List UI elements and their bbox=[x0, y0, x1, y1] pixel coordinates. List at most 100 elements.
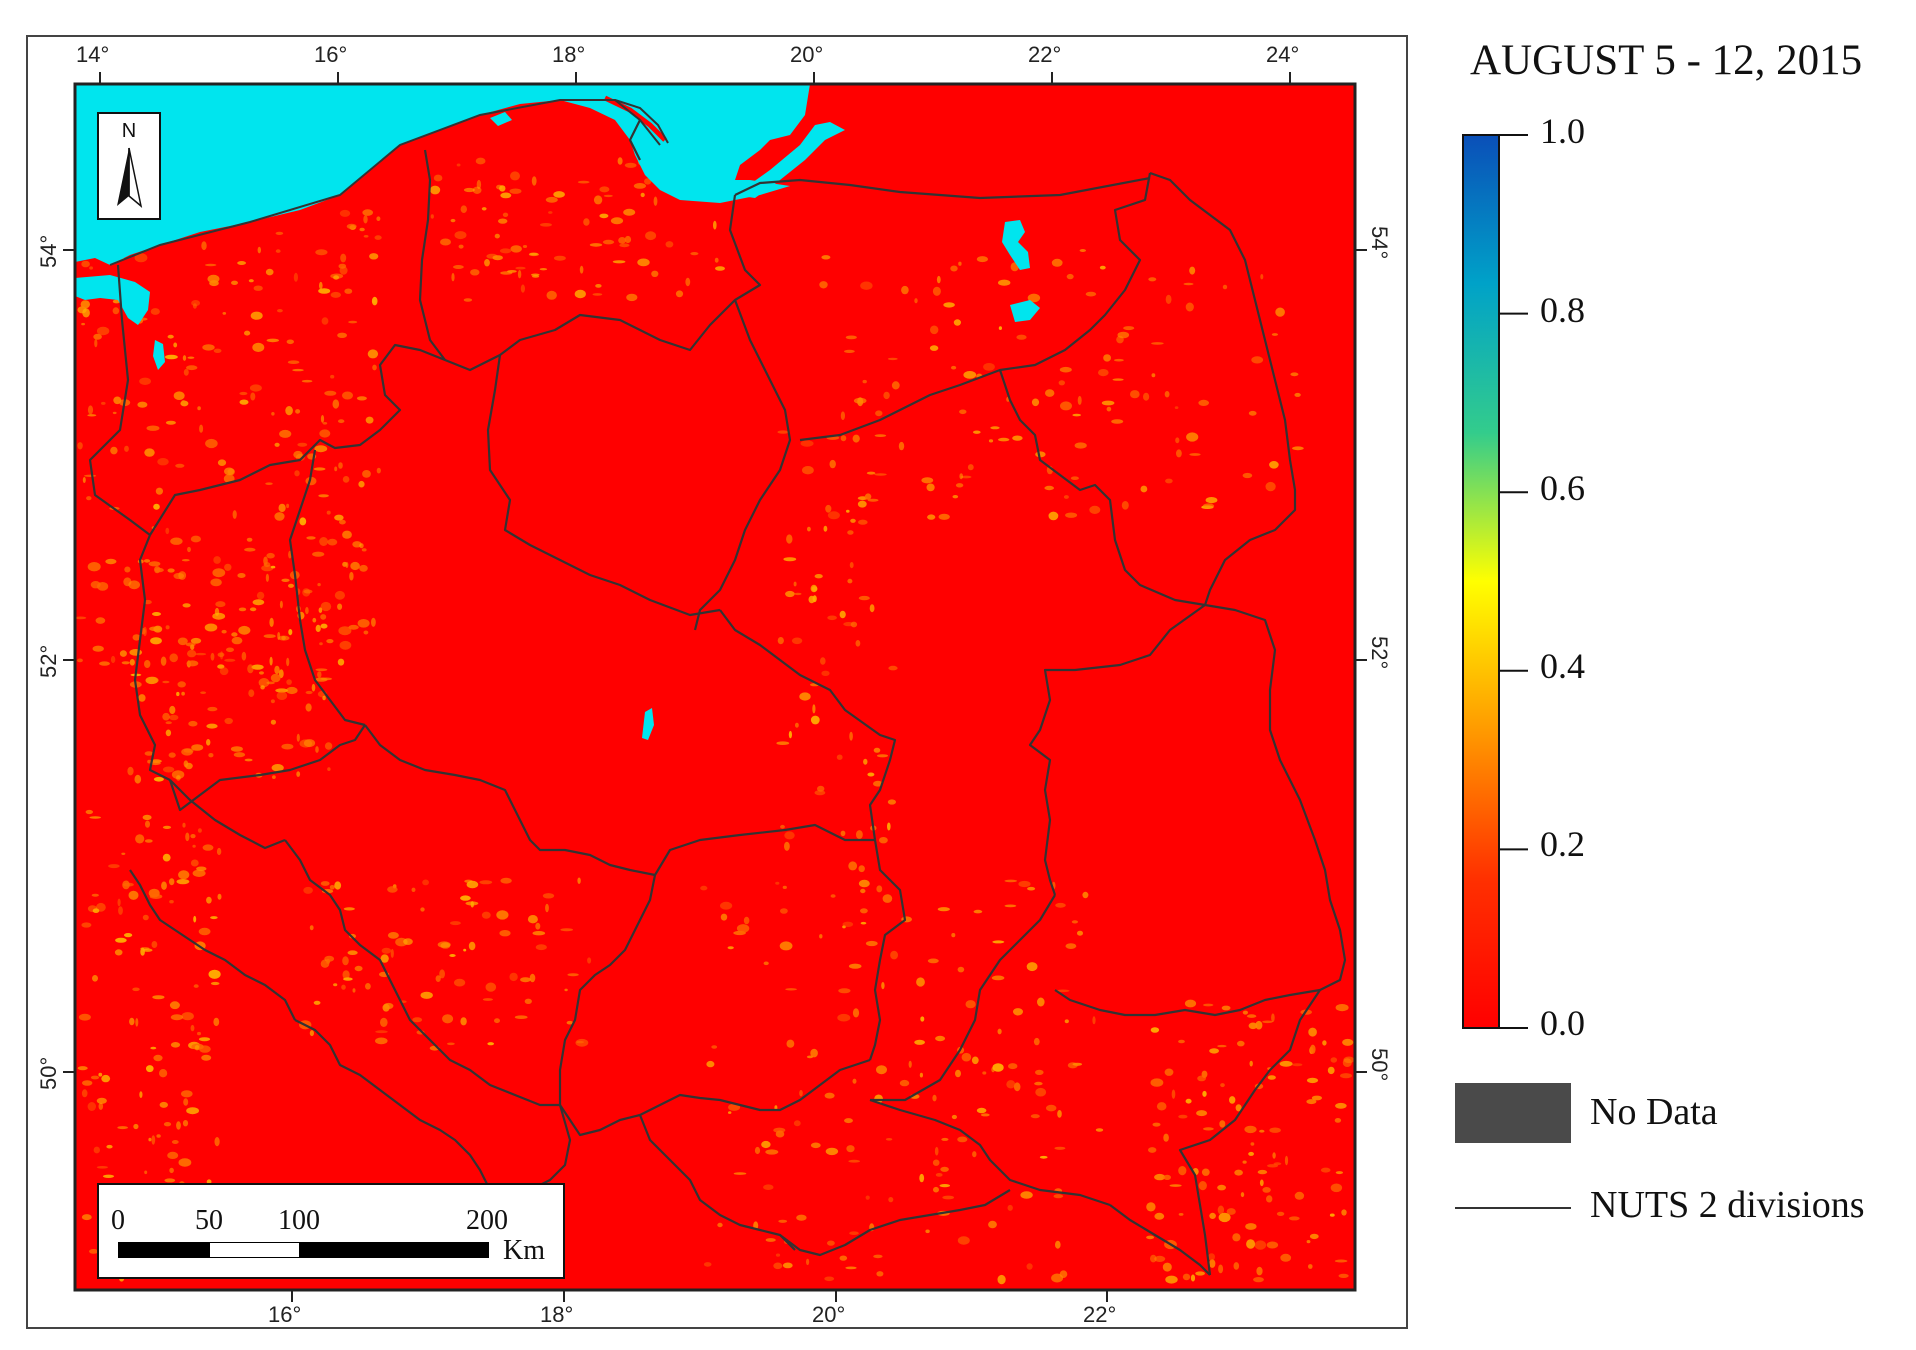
vegetation-patch bbox=[1253, 1277, 1264, 1283]
vegetation-patch bbox=[164, 1178, 176, 1183]
vegetation-patch bbox=[1077, 930, 1083, 936]
vegetation-patch bbox=[144, 448, 155, 457]
vegetation-patch bbox=[177, 637, 188, 646]
vegetation-patch bbox=[1220, 1083, 1225, 1088]
colorbar-label: 0.0 bbox=[1540, 1003, 1585, 1043]
vegetation-patch bbox=[812, 704, 816, 714]
vegetation-patch bbox=[132, 634, 141, 641]
vegetation-patch bbox=[869, 604, 875, 613]
vegetation-patch bbox=[890, 950, 898, 960]
vegetation-patch bbox=[108, 864, 120, 869]
vegetation-patch bbox=[216, 847, 222, 856]
vegetation-patch bbox=[951, 933, 956, 938]
vegetation-patch bbox=[472, 186, 482, 194]
vegetation-patch bbox=[1171, 1089, 1176, 1099]
vegetation-patch bbox=[1342, 1038, 1354, 1046]
vegetation-patch bbox=[163, 1122, 172, 1127]
vegetation-patch bbox=[146, 1065, 154, 1073]
vegetation-patch bbox=[456, 163, 461, 167]
vegetation-patch bbox=[1095, 1128, 1104, 1132]
vegetation-patch bbox=[858, 519, 868, 525]
vegetation-patch bbox=[187, 356, 195, 359]
vegetation-patch bbox=[1059, 366, 1072, 373]
vegetation-patch bbox=[1248, 1022, 1258, 1030]
vegetation-patch bbox=[299, 739, 313, 748]
vegetation-patch bbox=[151, 1135, 156, 1145]
vegetation-patch bbox=[1106, 406, 1112, 412]
vegetation-patch bbox=[612, 260, 626, 264]
vegetation-patch bbox=[887, 357, 898, 361]
vegetation-patch bbox=[926, 483, 935, 492]
vegetation-patch bbox=[412, 1017, 423, 1023]
vegetation-patch bbox=[420, 907, 425, 912]
vegetation-patch bbox=[82, 308, 90, 318]
map-area bbox=[75, 84, 1355, 1290]
vegetation-patch bbox=[618, 237, 626, 244]
vegetation-patch bbox=[957, 1236, 970, 1245]
vegetation-patch bbox=[200, 691, 207, 694]
vegetation-patch bbox=[204, 623, 218, 632]
vegetation-patch bbox=[921, 477, 934, 484]
vegetation-patch bbox=[1130, 390, 1140, 399]
vegetation-patch bbox=[1018, 880, 1031, 888]
vegetation-patch bbox=[129, 649, 142, 656]
map-title: AUGUST 5 - 12, 2015 bbox=[1470, 37, 1863, 84]
lake-central bbox=[642, 708, 654, 740]
vegetation-patch bbox=[224, 467, 235, 476]
vegetation-patch bbox=[134, 774, 142, 784]
vegetation-patch bbox=[860, 281, 873, 290]
vegetation-patch bbox=[197, 406, 201, 411]
vegetation-patch bbox=[87, 414, 97, 417]
vegetation-patch bbox=[1203, 1127, 1214, 1131]
vegetation-patch bbox=[206, 723, 218, 729]
vegetation-patch bbox=[644, 178, 652, 185]
top-lon-label: 20° bbox=[790, 42, 823, 67]
vegetation-patch bbox=[270, 565, 276, 569]
vegetation-patch bbox=[1272, 1152, 1276, 1159]
vegetation-patch bbox=[250, 311, 263, 320]
vegetation-patch bbox=[91, 893, 99, 897]
vegetation-patch bbox=[761, 1140, 771, 1149]
vegetation-patch bbox=[275, 249, 281, 253]
vegetation-patch bbox=[1279, 1060, 1293, 1067]
vegetation-patch bbox=[825, 1147, 839, 1156]
vegetation-patch bbox=[494, 233, 500, 239]
vegetation-patch bbox=[653, 196, 658, 206]
vegetation-patch bbox=[252, 342, 265, 352]
vegetation-patch bbox=[449, 954, 456, 957]
vegetation-patch bbox=[640, 192, 645, 198]
vegetation-patch bbox=[90, 1075, 100, 1080]
vegetation-patch bbox=[102, 1174, 115, 1179]
vegetation-patch bbox=[876, 1271, 884, 1277]
scale-tick-label: 100 bbox=[278, 1205, 320, 1236]
vegetation-patch bbox=[239, 391, 248, 396]
vegetation-patch bbox=[1306, 1077, 1319, 1084]
vegetation-patch bbox=[938, 513, 950, 520]
vegetation-patch bbox=[713, 220, 717, 230]
vegetation-patch bbox=[842, 921, 854, 927]
vegetation-patch bbox=[340, 253, 347, 263]
top-lon-labels: 14° 16° 18° 20° 22° 24° bbox=[76, 42, 1299, 67]
vegetation-patch bbox=[914, 298, 918, 304]
vegetation-patch bbox=[312, 617, 317, 623]
vegetation-patch bbox=[1148, 277, 1157, 282]
vegetation-patch bbox=[535, 922, 541, 930]
vegetation-patch bbox=[87, 562, 101, 572]
vegetation-patch bbox=[774, 1105, 778, 1111]
vegetation-patch bbox=[305, 607, 309, 615]
vegetation-patch bbox=[866, 471, 876, 475]
vegetation-patch bbox=[359, 543, 364, 549]
vegetation-patch bbox=[1242, 1160, 1247, 1164]
vegetation-patch bbox=[358, 480, 365, 488]
vegetation-patch bbox=[451, 273, 455, 282]
vegetation-patch bbox=[499, 248, 512, 254]
vegetation-patch bbox=[1082, 891, 1089, 899]
vegetation-patch bbox=[152, 612, 161, 616]
vegetation-patch bbox=[703, 1262, 712, 1267]
vegetation-patch bbox=[932, 1159, 940, 1166]
vegetation-patch bbox=[1260, 274, 1264, 280]
vegetation-patch bbox=[522, 245, 528, 248]
vegetation-patch bbox=[845, 1266, 857, 1270]
vegetation-patch bbox=[937, 907, 950, 912]
